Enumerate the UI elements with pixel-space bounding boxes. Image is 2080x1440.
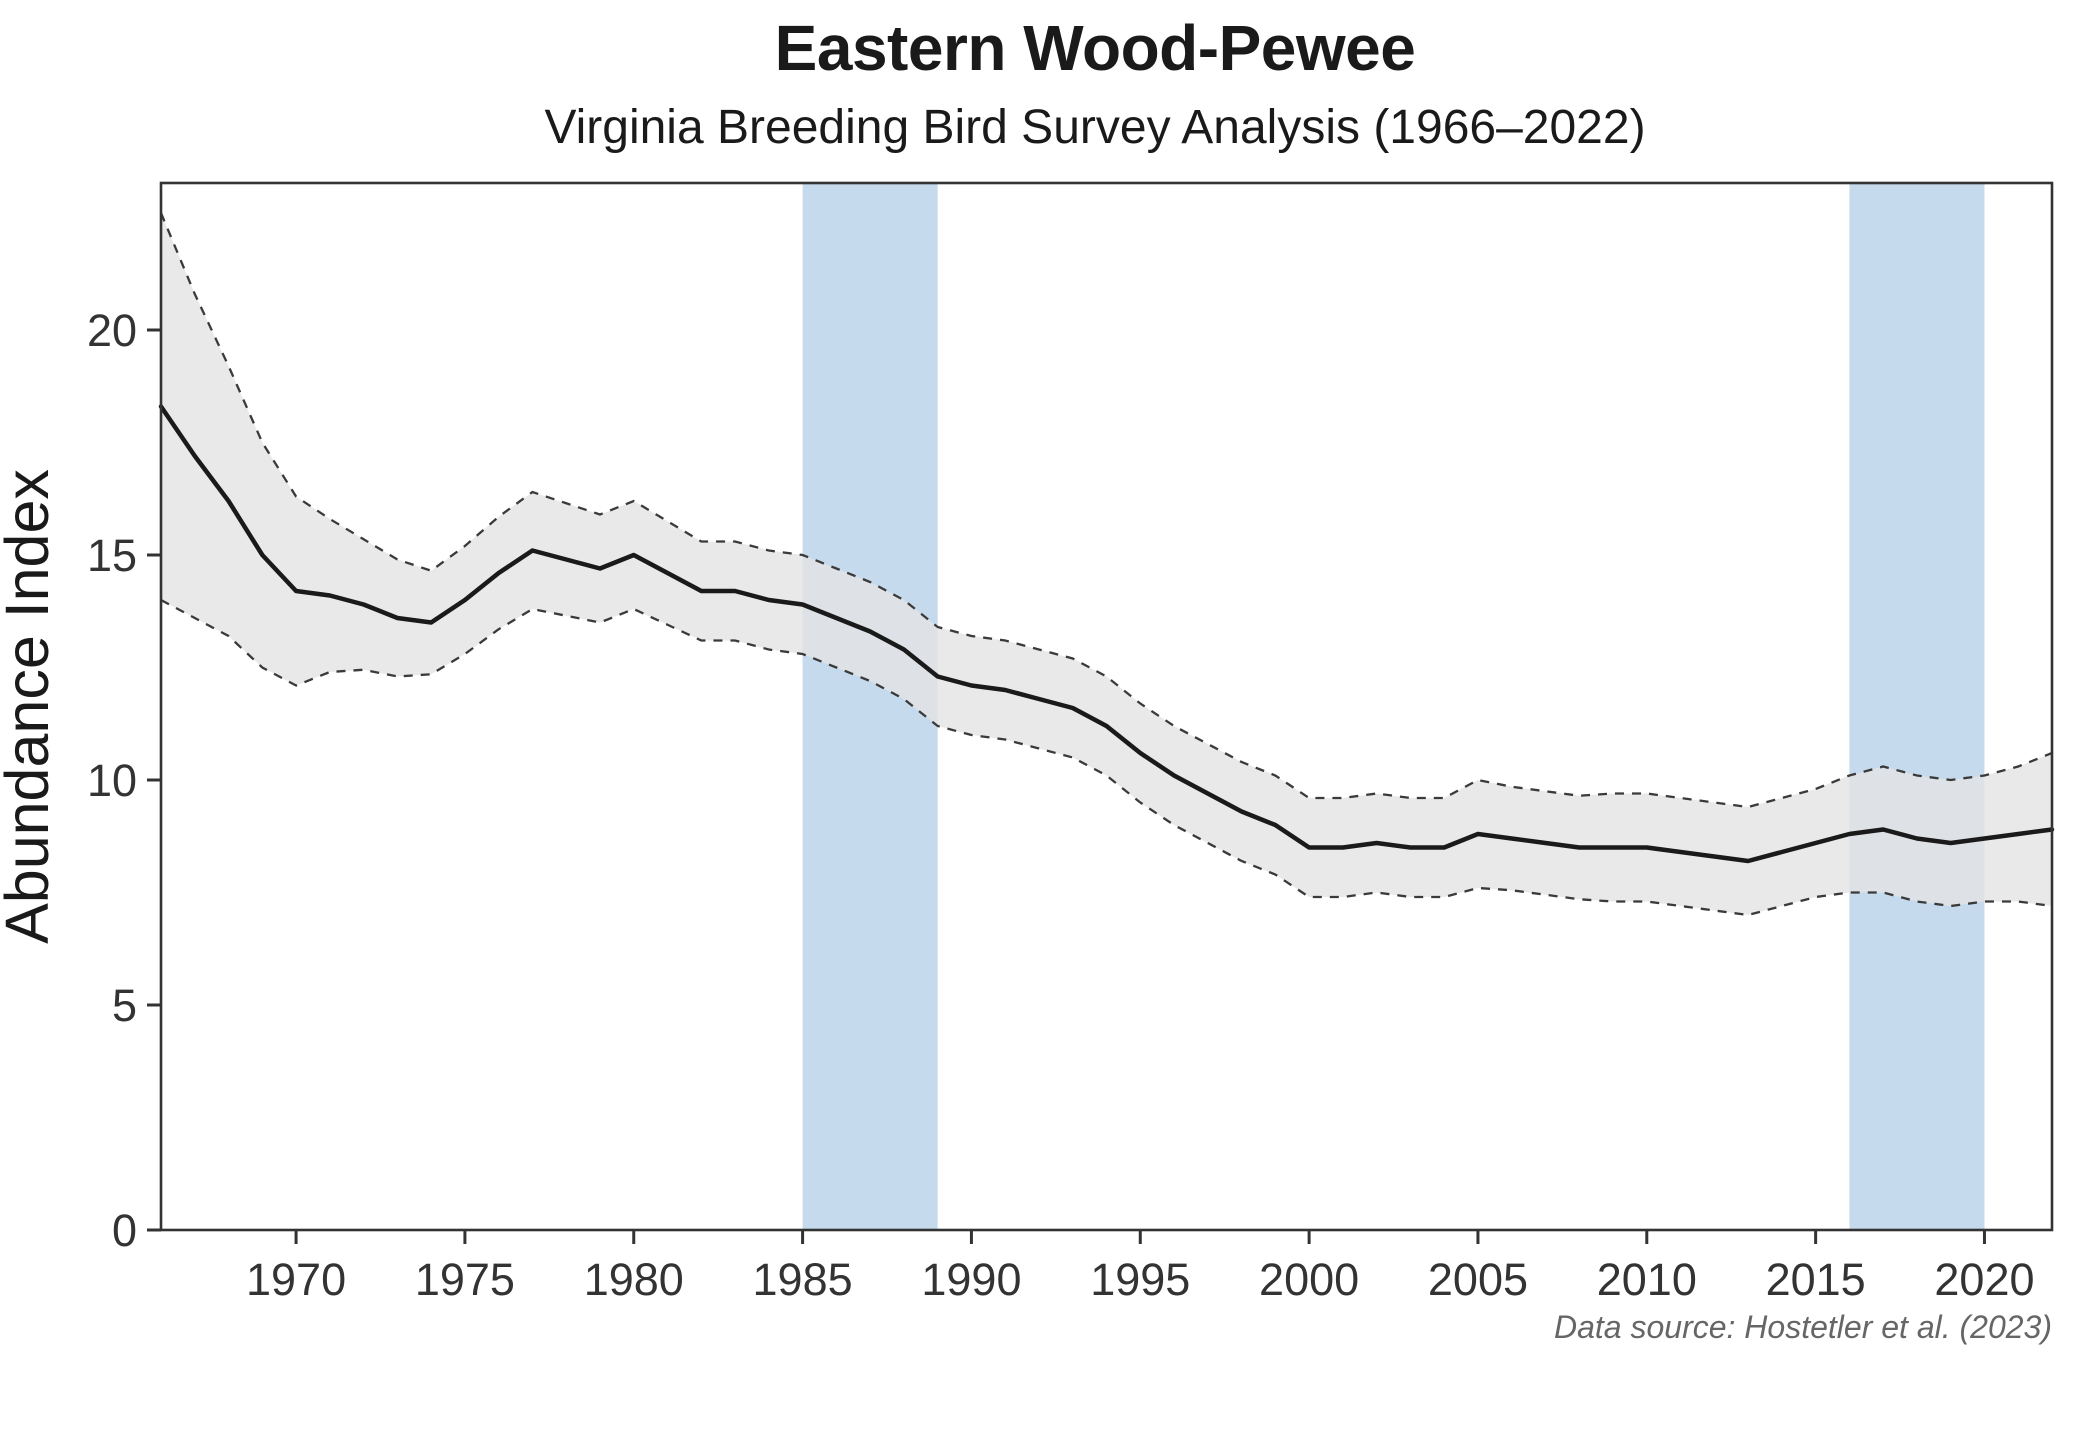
svg-text:1990: 1990 [921,1254,1021,1305]
svg-text:1995: 1995 [1090,1254,1190,1305]
svg-text:2015: 2015 [1766,1254,1866,1305]
svg-text:Abundance Index: Abundance Index [0,469,61,944]
svg-text:5: 5 [112,980,137,1031]
svg-text:15: 15 [87,530,137,581]
svg-text:0: 0 [112,1205,137,1256]
svg-text:2020: 2020 [1934,1254,2034,1305]
svg-text:2005: 2005 [1428,1254,1528,1305]
svg-text:20: 20 [87,305,137,356]
svg-text:2010: 2010 [1597,1254,1697,1305]
svg-text:10: 10 [87,755,137,806]
svg-text:1970: 1970 [246,1254,346,1305]
svg-text:2000: 2000 [1259,1254,1359,1305]
svg-text:1985: 1985 [753,1254,853,1305]
svg-text:Data source: Hostetler et al.: Data source: Hostetler et al. (2023) [1554,1309,2052,1345]
svg-text:1975: 1975 [415,1254,515,1305]
svg-text:1980: 1980 [584,1254,684,1305]
